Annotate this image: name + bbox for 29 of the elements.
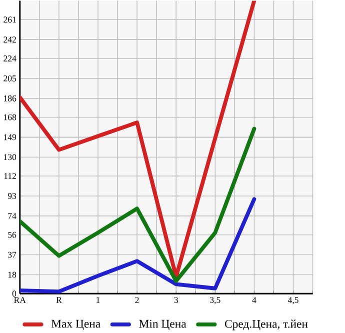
y-tick-label: 56 — [8, 232, 16, 238]
legend-label: Max Цена — [51, 320, 100, 330]
y-tick-label: 205 — [4, 75, 16, 82]
legend-label: Min Цена — [139, 320, 186, 330]
y-tick-label: 149 — [4, 134, 16, 140]
x-tick-label: R — [56, 297, 62, 303]
y-tick-label: 186 — [4, 95, 16, 102]
y-tick-label: 74 — [8, 213, 16, 219]
x-tick-label: 4,5 — [288, 297, 298, 304]
x-tick-label: RA — [14, 297, 26, 303]
y-tick-label: 93 — [8, 193, 16, 199]
y-tick-label: 0 — [12, 290, 16, 297]
legend-label: Сред.Цена, т.йен — [224, 320, 308, 330]
y-tick-label: 37 — [8, 252, 16, 258]
y-tick-label: 224 — [4, 56, 16, 62]
x-tick-label: 4 — [252, 297, 256, 303]
y-tick-label: 130 — [4, 154, 16, 160]
y-tick-label: 18 — [8, 272, 16, 278]
x-tick-label: 1 — [96, 297, 100, 303]
y-tick-label: 261 — [4, 16, 16, 23]
x-tick-label: 3 — [174, 297, 178, 303]
line-series — [20, 126, 256, 283]
line-series — [20, 0, 256, 279]
y-tick-label: 112 — [4, 173, 16, 179]
y-tick-label: 242 — [4, 36, 16, 42]
line-series — [20, 197, 256, 294]
x-tick-label: 2 — [135, 297, 139, 303]
y-tick-label: 168 — [4, 114, 16, 120]
x-tick-label: 3,5 — [210, 297, 220, 304]
